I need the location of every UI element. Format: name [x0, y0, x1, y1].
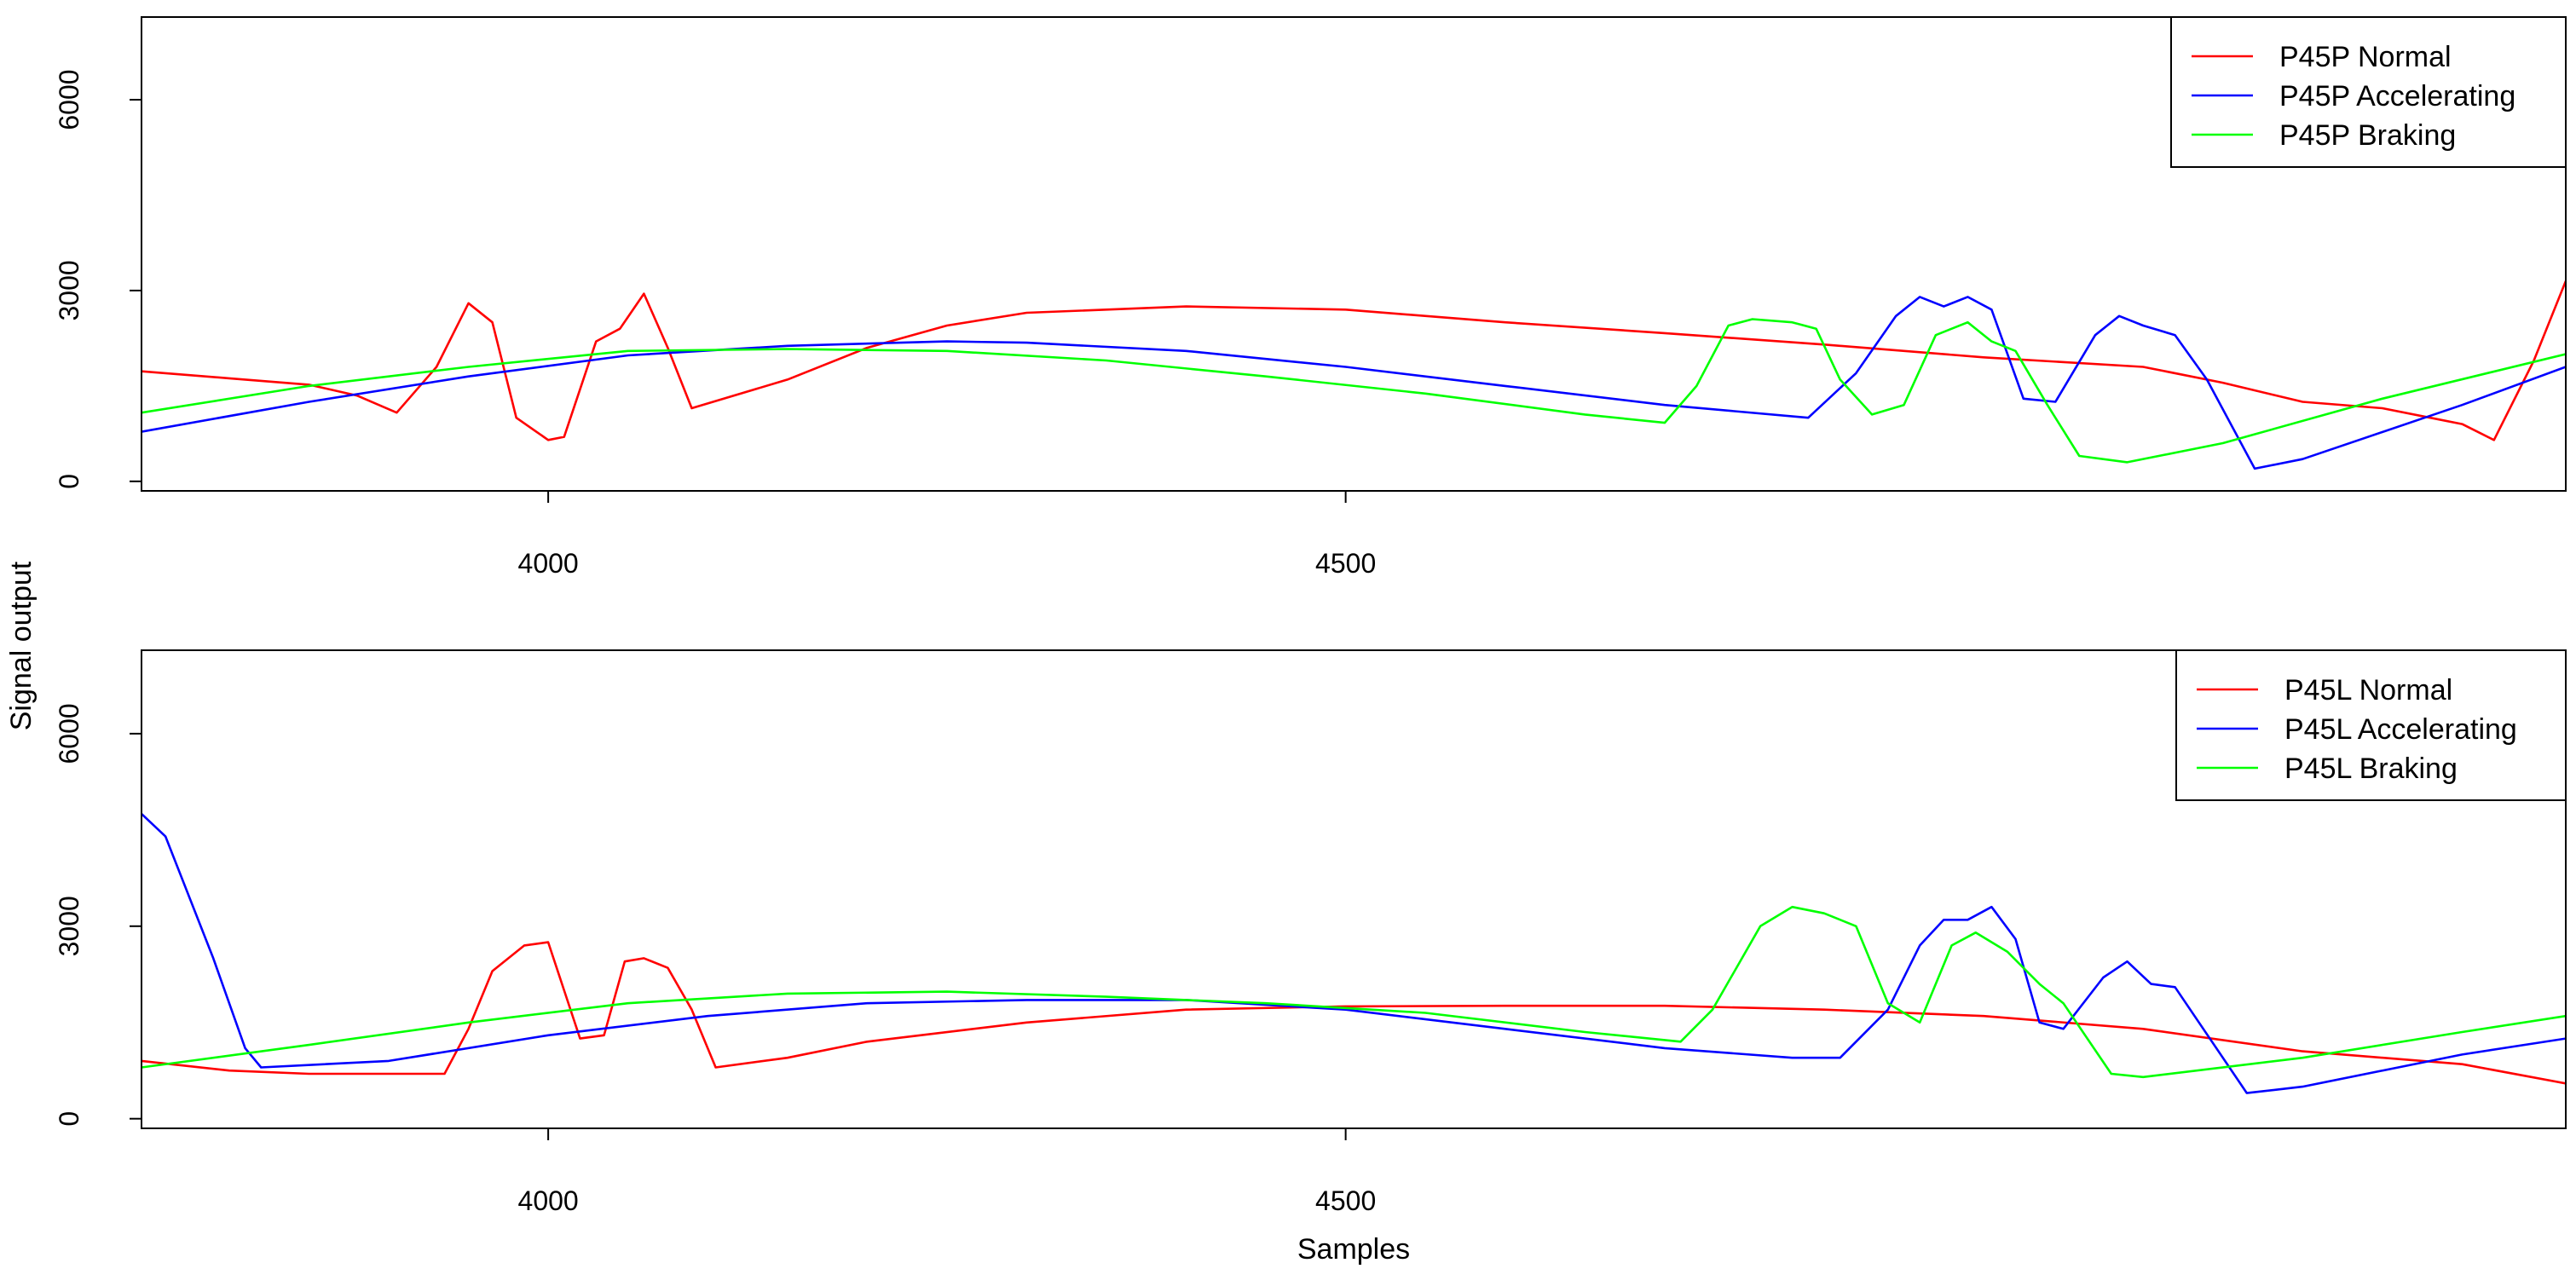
x-tick-label: 4500: [1315, 548, 1376, 579]
y-tick-label: 6000: [54, 69, 84, 130]
y-axis-title: Signal output: [5, 561, 38, 730]
plot-frame: [141, 16, 2567, 492]
legend: P45P Normal P45P Accelerating P45P Braking: [2170, 16, 2567, 168]
legend-label: P45L Normal: [2284, 674, 2452, 706]
legend-label: P45L Accelerating: [2284, 713, 2517, 746]
x-axis-title: Samples: [1297, 1233, 1410, 1266]
series-line-2: [142, 813, 2566, 1094]
legend-box: [2175, 649, 2567, 801]
x-tick-label: 4000: [518, 548, 579, 579]
legend-label: P45P Normal: [2279, 41, 2452, 73]
series-line-3: [142, 318, 2566, 464]
legend-label: P45L Braking: [2284, 753, 2458, 785]
legend-box: [2170, 16, 2567, 168]
x-tick-label: 4500: [1315, 1185, 1376, 1216]
y-tick-label: 6000: [54, 703, 84, 764]
series-line-2: [142, 296, 2566, 470]
panel-1: 4000 4500 0 3000 6000 P45P Normal P45P Acceler…: [54, 16, 2567, 579]
y-tick-label: 3000: [54, 896, 84, 956]
y-tick-label: 3000: [54, 260, 84, 320]
series-line-1: [142, 280, 2566, 441]
panel-2: 4000 4500 0 3000 6000 P45L Normal P45L Acceler…: [54, 649, 2567, 1216]
legend-label: P45P Accelerating: [2279, 80, 2515, 112]
legend-label: P45P Braking: [2279, 119, 2456, 152]
y-tick-label: 0: [54, 474, 84, 489]
y-tick-label: 0: [54, 1111, 84, 1127]
plot-frame: [141, 649, 2567, 1129]
series-group: [142, 813, 2566, 1094]
series-group: [142, 280, 2566, 470]
series-line-1: [142, 941, 2566, 1085]
legend: P45L Normal P45L Accelerating P45L Braking: [2175, 649, 2567, 801]
series-line-3: [142, 905, 2566, 1079]
x-tick-label: 4000: [518, 1185, 579, 1216]
